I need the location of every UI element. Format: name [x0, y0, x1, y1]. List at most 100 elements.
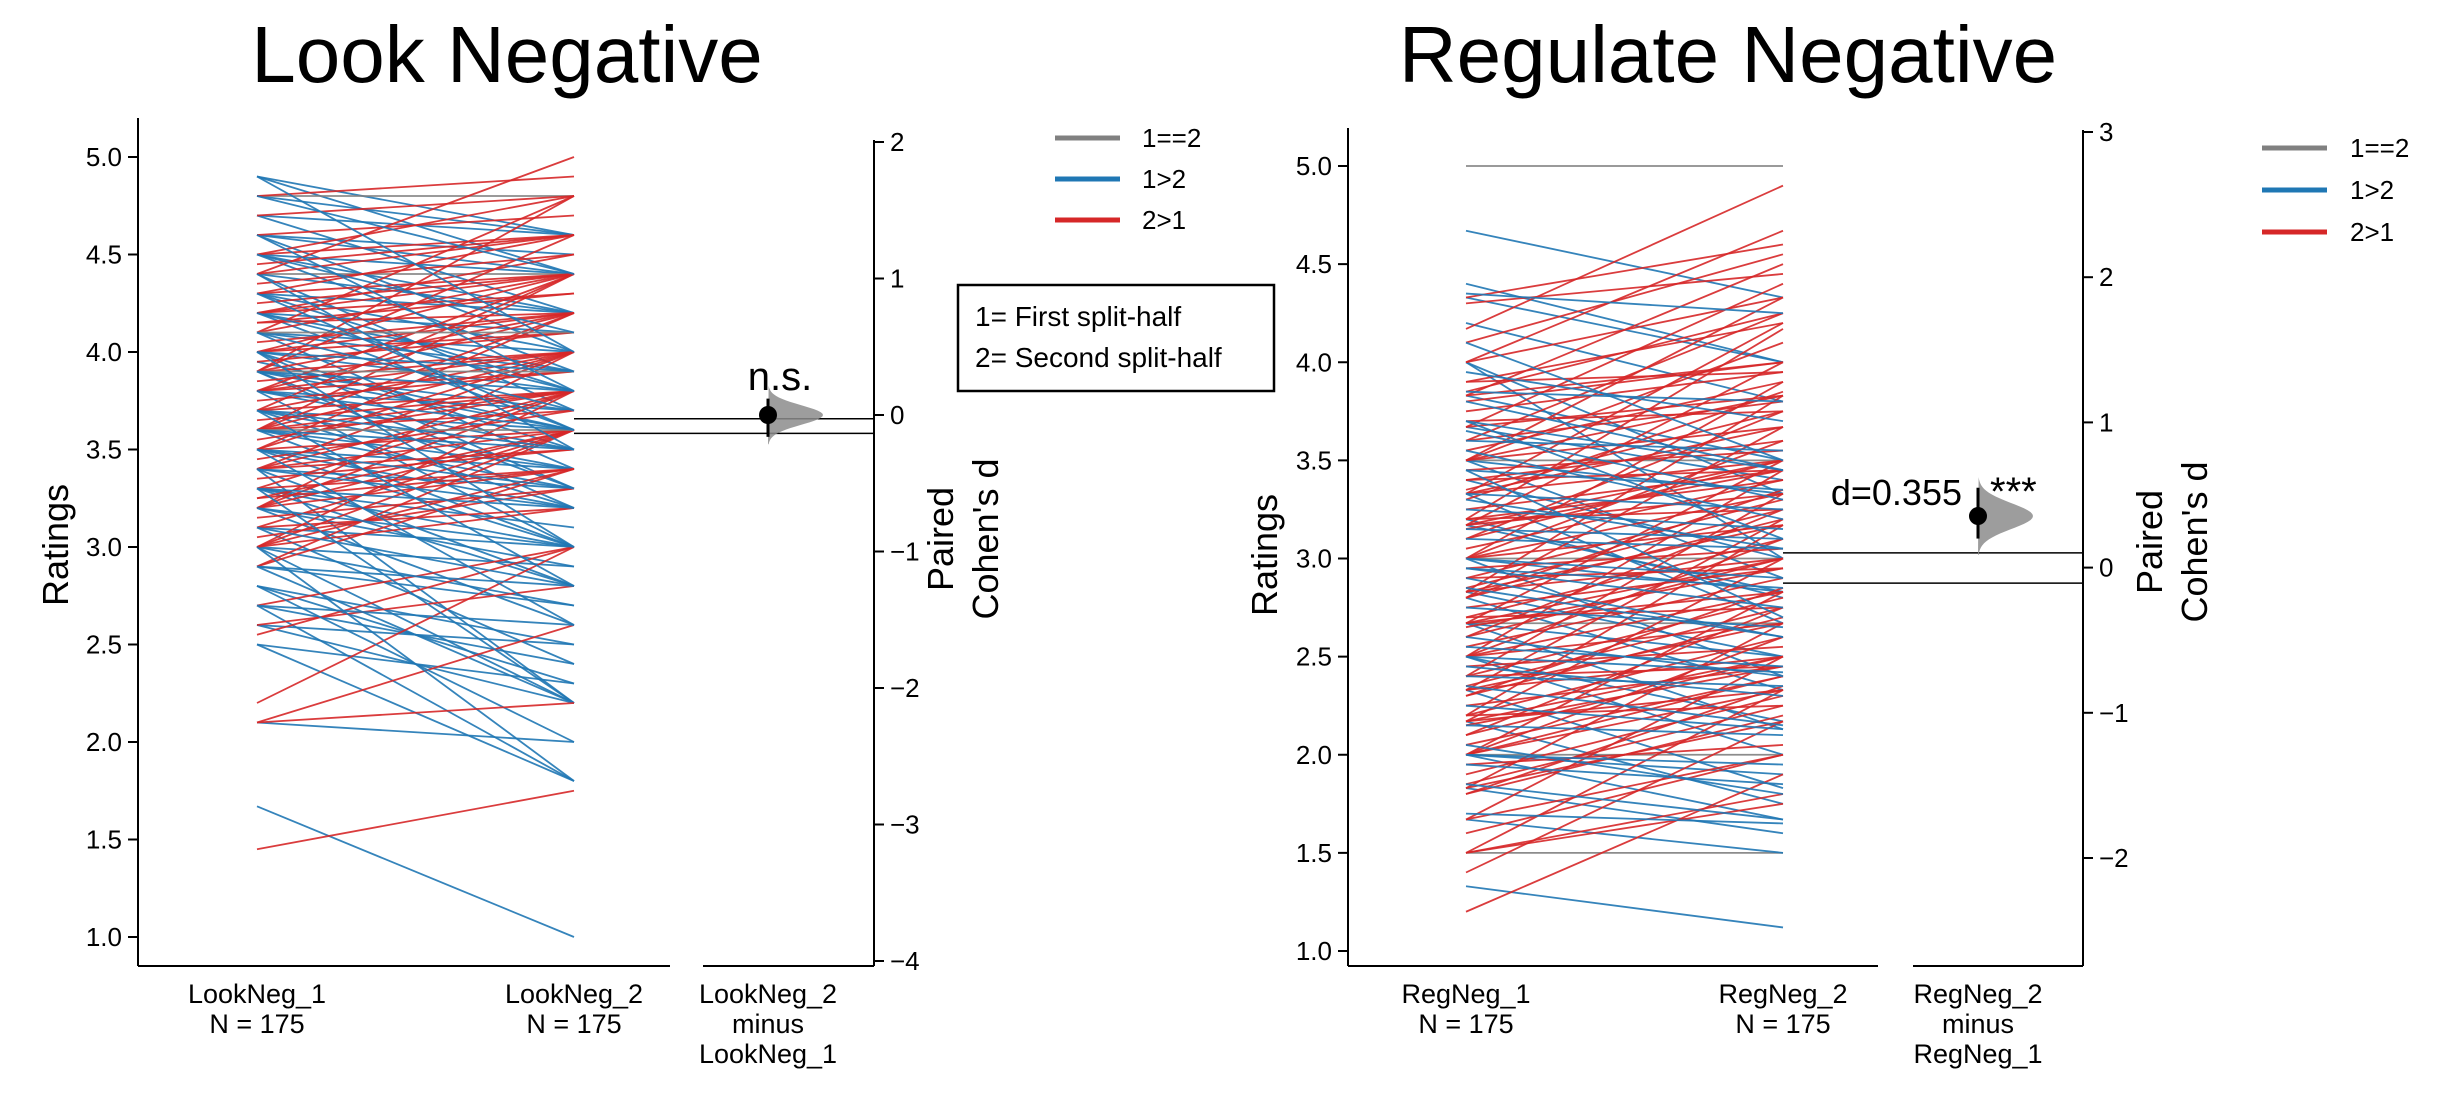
effect-axis-label-line2: Cohen's d — [965, 459, 1006, 620]
chart-title: Regulate Negative — [1399, 10, 2057, 99]
paired-line — [1465, 361, 1784, 397]
effect-estimate-group — [1969, 477, 2033, 555]
paired-line — [1465, 449, 1784, 521]
paired-line — [256, 214, 575, 236]
key-box-frame — [956, 283, 1276, 393]
paired-line — [256, 468, 575, 548]
paired-line — [1465, 394, 1784, 428]
paired-line — [256, 390, 575, 422]
paired-line — [1465, 606, 1784, 629]
paired-line — [1465, 567, 1784, 609]
effect-tick-label: −4 — [890, 946, 920, 976]
paired-line — [1465, 184, 1784, 330]
paired-line — [1465, 508, 1784, 521]
paired-line — [256, 390, 575, 441]
paired-line — [1465, 689, 1784, 854]
y-tick-label: 1.0 — [1296, 936, 1332, 966]
paired-line — [256, 585, 575, 626]
effect-size-point — [1969, 507, 1987, 526]
category-label: LookNeg_2 — [505, 979, 643, 1009]
paired-line — [1465, 567, 1784, 580]
paired-line — [256, 292, 575, 314]
paired-line — [256, 351, 575, 548]
paired-line — [1465, 371, 1784, 413]
paired-line — [1465, 469, 1784, 530]
effect-tick-label: −1 — [890, 537, 920, 567]
diff-label-line3: RegNeg_1 — [1913, 1039, 2042, 1069]
paired-line — [1465, 720, 1784, 874]
legend-label: 2>1 — [1142, 205, 1186, 235]
panel-regulate-negative: Regulate Negative 1.0 1.5 2.0 2.5 3.0 3.5 4.0 4… — [1244, 10, 2409, 1069]
paired-line — [1465, 577, 1784, 638]
paired-line — [1465, 282, 1784, 364]
category-n-label: N = 175 — [1418, 1009, 1513, 1039]
paired-line — [1465, 885, 1784, 929]
paired-line — [1465, 655, 1784, 674]
paired-line — [1465, 498, 1784, 550]
significance-stars: *** — [1990, 470, 2037, 514]
effect-tick-label: −3 — [890, 810, 920, 840]
paired-line — [1465, 469, 1784, 511]
effect-ticks-group: −4 −3 −2 −1 0 1 2 — [874, 127, 920, 976]
paired-line — [256, 448, 575, 626]
paired-line — [256, 585, 575, 685]
y-axis-label: Ratings — [35, 484, 76, 606]
category-label: RegNeg_2 — [1718, 979, 1847, 1009]
paired-line — [1465, 557, 1784, 593]
diff-label-line1: LookNeg_2 — [699, 979, 837, 1009]
paired-line — [1465, 665, 1784, 707]
paired-line — [1465, 567, 1784, 589]
paired-line — [1465, 273, 1784, 305]
split-half-key-box: 1= First split-half 2= Second split-half — [956, 283, 1276, 393]
y-tick-label: 2.0 — [1296, 740, 1332, 770]
effect-tick-label: 1 — [2099, 407, 2113, 437]
paired-line — [256, 273, 575, 295]
paired-line — [256, 604, 575, 626]
paired-line — [256, 312, 575, 324]
diff-label-line2: minus — [732, 1009, 804, 1039]
paired-line — [256, 175, 575, 197]
paired-line — [256, 292, 575, 324]
paired-line — [256, 604, 575, 782]
paired-line — [1465, 394, 1784, 462]
effect-tick-label: 3 — [2099, 117, 2113, 147]
paired-line — [1465, 665, 1784, 727]
paired-line — [256, 312, 575, 392]
paired-line — [256, 370, 575, 392]
y-tick-label: 4.5 — [1296, 249, 1332, 279]
effect-axis-label-line1: Paired — [920, 487, 961, 591]
paired-line — [256, 507, 575, 626]
paired-line — [1465, 292, 1784, 315]
key-line-1: 1= First split-half — [975, 301, 1181, 332]
paired-line — [1465, 322, 1784, 495]
paired-line — [1465, 744, 1784, 795]
paired-line — [1465, 547, 1784, 570]
paired-line — [1465, 793, 1784, 854]
paired-lines-group — [1465, 165, 2083, 929]
paired-line — [256, 409, 575, 431]
legend-label: 1==2 — [1142, 123, 1201, 153]
paired-line — [256, 585, 575, 743]
paired-line — [256, 565, 575, 587]
y-tick-label: 5.0 — [1296, 151, 1332, 181]
paired-line — [1465, 537, 1784, 550]
paired-line — [1465, 229, 1784, 299]
legend: 1==2 1>2 2>1 — [1055, 123, 1201, 235]
y-ticks-group: 1.0 1.5 2.0 2.5 3.0 3.5 4.0 4.5 5.0 — [1296, 151, 1348, 966]
paired-line — [256, 234, 575, 392]
paired-line — [1465, 665, 1784, 678]
y-tick-label: 2.5 — [1296, 642, 1332, 672]
y-tick-label: 3.0 — [1296, 544, 1332, 574]
paired-line — [256, 156, 575, 275]
paired-line — [256, 351, 575, 383]
significance-label: n.s. — [748, 355, 812, 399]
effect-tick-label: 2 — [2099, 262, 2113, 292]
paired-line — [1465, 469, 1784, 481]
paired-line — [1465, 296, 1784, 364]
paired-line — [256, 390, 575, 412]
effect-estimate-group — [759, 385, 823, 445]
y-tick-label: 4.5 — [86, 240, 122, 270]
paired-line — [1465, 492, 1784, 560]
paired-line — [1465, 753, 1784, 835]
